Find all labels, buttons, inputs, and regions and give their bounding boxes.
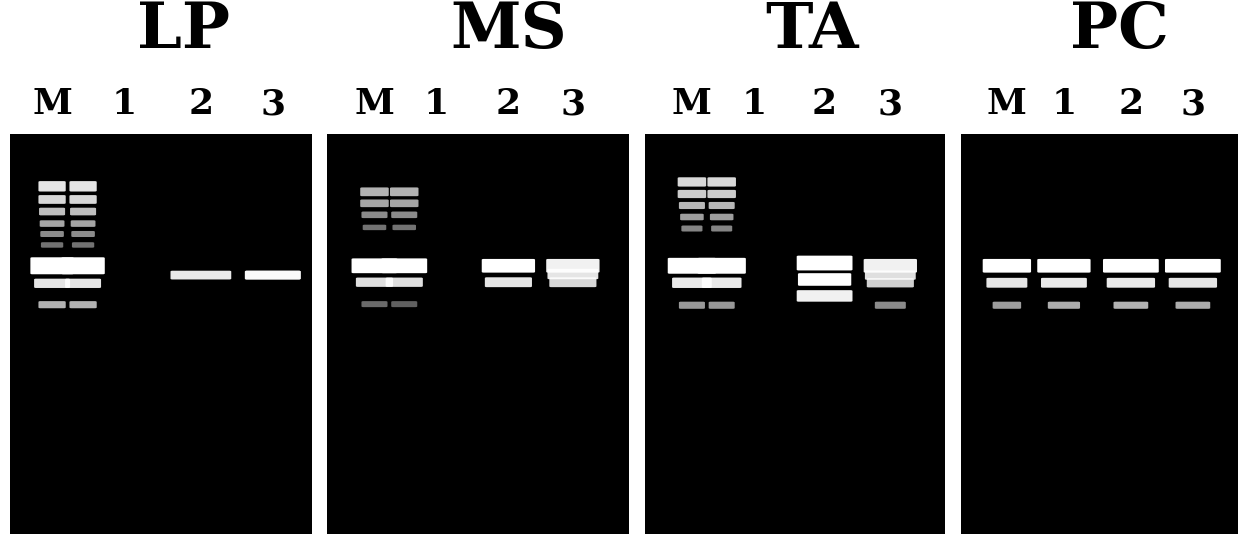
FancyBboxPatch shape bbox=[171, 271, 231, 279]
FancyBboxPatch shape bbox=[389, 199, 419, 207]
Text: 1: 1 bbox=[112, 87, 136, 121]
FancyBboxPatch shape bbox=[712, 226, 733, 231]
FancyBboxPatch shape bbox=[40, 208, 64, 215]
Text: M: M bbox=[672, 87, 712, 121]
FancyBboxPatch shape bbox=[246, 271, 301, 279]
FancyBboxPatch shape bbox=[69, 301, 97, 308]
FancyBboxPatch shape bbox=[983, 259, 1032, 273]
FancyBboxPatch shape bbox=[678, 178, 707, 186]
Text: M: M bbox=[32, 87, 72, 121]
Text: 3: 3 bbox=[260, 87, 285, 121]
FancyBboxPatch shape bbox=[549, 277, 596, 287]
FancyBboxPatch shape bbox=[1048, 301, 1080, 309]
FancyBboxPatch shape bbox=[246, 271, 301, 279]
FancyBboxPatch shape bbox=[40, 231, 64, 237]
Text: 3: 3 bbox=[1180, 87, 1205, 121]
FancyBboxPatch shape bbox=[362, 301, 387, 307]
FancyBboxPatch shape bbox=[672, 278, 712, 288]
Text: 3: 3 bbox=[878, 87, 903, 121]
FancyBboxPatch shape bbox=[69, 195, 97, 204]
FancyBboxPatch shape bbox=[867, 278, 914, 287]
FancyBboxPatch shape bbox=[797, 290, 853, 301]
FancyBboxPatch shape bbox=[1037, 259, 1091, 273]
FancyBboxPatch shape bbox=[797, 255, 853, 271]
FancyBboxPatch shape bbox=[389, 187, 419, 196]
FancyBboxPatch shape bbox=[362, 225, 387, 230]
FancyBboxPatch shape bbox=[702, 278, 742, 288]
FancyBboxPatch shape bbox=[41, 242, 63, 248]
FancyBboxPatch shape bbox=[863, 259, 918, 273]
Text: 2: 2 bbox=[496, 87, 521, 121]
FancyBboxPatch shape bbox=[993, 301, 1022, 309]
FancyBboxPatch shape bbox=[382, 258, 427, 273]
FancyBboxPatch shape bbox=[360, 199, 389, 207]
FancyBboxPatch shape bbox=[680, 301, 706, 309]
FancyBboxPatch shape bbox=[1114, 301, 1148, 309]
FancyBboxPatch shape bbox=[392, 225, 417, 230]
Bar bbox=[645, 134, 945, 534]
FancyBboxPatch shape bbox=[1176, 301, 1210, 309]
FancyBboxPatch shape bbox=[38, 181, 66, 191]
FancyBboxPatch shape bbox=[69, 181, 97, 191]
FancyBboxPatch shape bbox=[38, 195, 66, 204]
FancyBboxPatch shape bbox=[708, 178, 737, 186]
FancyBboxPatch shape bbox=[682, 226, 703, 231]
FancyBboxPatch shape bbox=[698, 258, 746, 273]
FancyBboxPatch shape bbox=[72, 242, 94, 248]
FancyBboxPatch shape bbox=[362, 212, 387, 218]
FancyBboxPatch shape bbox=[681, 214, 704, 220]
FancyBboxPatch shape bbox=[1042, 278, 1086, 288]
FancyBboxPatch shape bbox=[1168, 278, 1216, 288]
FancyBboxPatch shape bbox=[40, 220, 64, 227]
Bar bbox=[327, 134, 629, 534]
FancyBboxPatch shape bbox=[546, 259, 600, 273]
Bar bbox=[961, 134, 1238, 534]
Text: 2: 2 bbox=[188, 87, 213, 121]
FancyBboxPatch shape bbox=[356, 278, 393, 287]
FancyBboxPatch shape bbox=[866, 271, 915, 280]
FancyBboxPatch shape bbox=[708, 190, 737, 198]
FancyBboxPatch shape bbox=[678, 190, 707, 198]
FancyBboxPatch shape bbox=[30, 258, 74, 274]
Text: PC: PC bbox=[1070, 0, 1169, 61]
FancyBboxPatch shape bbox=[62, 258, 104, 274]
FancyBboxPatch shape bbox=[392, 301, 417, 307]
Text: M: M bbox=[355, 87, 394, 121]
Text: 3: 3 bbox=[560, 87, 585, 121]
FancyBboxPatch shape bbox=[386, 278, 423, 287]
FancyBboxPatch shape bbox=[481, 259, 534, 273]
FancyBboxPatch shape bbox=[485, 277, 532, 287]
Text: TA: TA bbox=[765, 0, 859, 61]
FancyBboxPatch shape bbox=[35, 279, 69, 288]
FancyBboxPatch shape bbox=[360, 187, 389, 196]
Text: 1: 1 bbox=[742, 87, 766, 121]
FancyBboxPatch shape bbox=[1166, 259, 1220, 273]
FancyBboxPatch shape bbox=[66, 279, 102, 288]
Text: 2: 2 bbox=[812, 87, 837, 121]
Text: 1: 1 bbox=[424, 87, 449, 121]
FancyBboxPatch shape bbox=[1107, 278, 1156, 288]
Bar bbox=[10, 134, 312, 534]
FancyBboxPatch shape bbox=[711, 214, 734, 220]
FancyBboxPatch shape bbox=[680, 202, 706, 209]
FancyBboxPatch shape bbox=[71, 220, 95, 227]
Text: 2: 2 bbox=[1118, 87, 1143, 121]
Text: 1: 1 bbox=[1052, 87, 1076, 121]
FancyBboxPatch shape bbox=[709, 202, 735, 209]
FancyBboxPatch shape bbox=[987, 278, 1028, 288]
FancyBboxPatch shape bbox=[548, 269, 598, 279]
FancyBboxPatch shape bbox=[1104, 259, 1159, 273]
FancyBboxPatch shape bbox=[709, 301, 735, 309]
FancyBboxPatch shape bbox=[799, 273, 852, 286]
FancyBboxPatch shape bbox=[352, 258, 397, 273]
FancyBboxPatch shape bbox=[69, 208, 97, 215]
Text: LP: LP bbox=[136, 0, 231, 61]
Text: MS: MS bbox=[450, 0, 567, 61]
FancyBboxPatch shape bbox=[392, 212, 417, 218]
FancyBboxPatch shape bbox=[38, 301, 66, 308]
FancyBboxPatch shape bbox=[668, 258, 717, 273]
Text: M: M bbox=[987, 87, 1027, 121]
FancyBboxPatch shape bbox=[71, 231, 94, 237]
FancyBboxPatch shape bbox=[875, 301, 905, 309]
